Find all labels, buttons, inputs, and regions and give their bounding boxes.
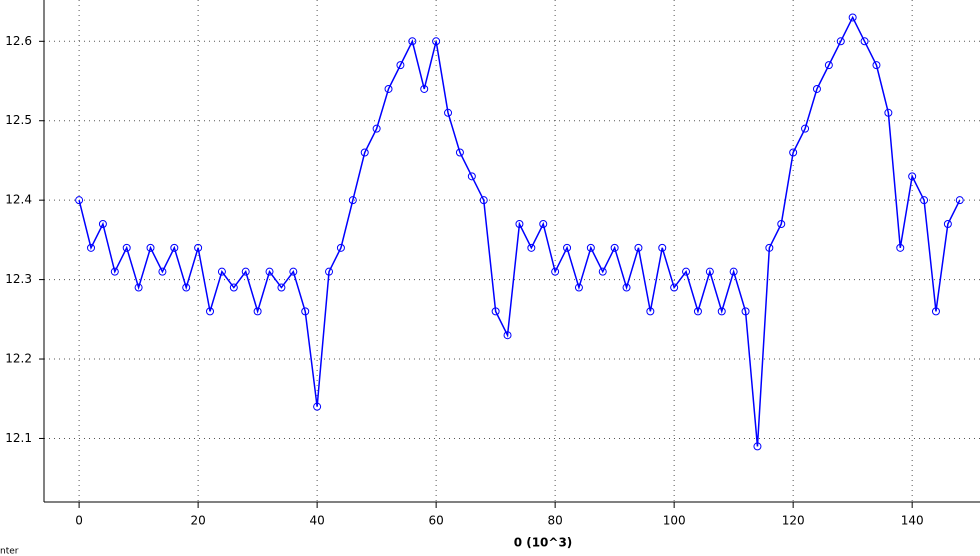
- data-point: [801, 124, 810, 133]
- data-point: [206, 307, 215, 316]
- corner-text: nter: [0, 547, 19, 556]
- data-point: [753, 442, 762, 451]
- x-tick-label: 60: [428, 514, 443, 528]
- data-point: [848, 13, 857, 22]
- data-point: [170, 243, 179, 252]
- data-point: [622, 283, 631, 292]
- data-point: [955, 196, 964, 205]
- data-point: [122, 243, 131, 252]
- x-tick-label: 100: [663, 514, 686, 528]
- data-point: [158, 267, 167, 276]
- data-point: [812, 84, 821, 93]
- x-tick-label: 40: [309, 514, 324, 528]
- data-point: [444, 108, 453, 117]
- y-tick-label: 12.3: [5, 272, 32, 286]
- data-point: [646, 307, 655, 316]
- y-tick-label: 12.6: [5, 34, 32, 48]
- data-point: [884, 108, 893, 117]
- data-point: [836, 37, 845, 46]
- data-point: [265, 267, 274, 276]
- data-point: [539, 219, 548, 228]
- data-point: [824, 61, 833, 70]
- data-point: [253, 307, 262, 316]
- data-point: [789, 148, 798, 157]
- data-point: [479, 196, 488, 205]
- data-point: [943, 219, 952, 228]
- data-point: [896, 243, 905, 252]
- data-point: [563, 243, 572, 252]
- data-point: [670, 283, 679, 292]
- data-point: [110, 267, 119, 276]
- data-point: [384, 84, 393, 93]
- data-point: [336, 243, 345, 252]
- data-point: [420, 84, 429, 93]
- data-point: [920, 196, 929, 205]
- data-point: [586, 243, 595, 252]
- data-point: [527, 243, 536, 252]
- y-tick-label: 12.5: [5, 113, 32, 127]
- data-point: [717, 307, 726, 316]
- x-tick-label: 80: [547, 514, 562, 528]
- data-point: [705, 267, 714, 276]
- data-point: [75, 196, 84, 205]
- data-point: [241, 267, 250, 276]
- data-point: [682, 267, 691, 276]
- data-point: [574, 283, 583, 292]
- data-point: [325, 267, 334, 276]
- data-point: [134, 283, 143, 292]
- x-tick-label: 20: [190, 514, 205, 528]
- x-tick-label: 140: [901, 514, 924, 528]
- data-point: [777, 219, 786, 228]
- data-point: [348, 196, 357, 205]
- x-axis-label: 0 (10^3): [514, 536, 573, 550]
- data-point: [146, 243, 155, 252]
- data-point: [931, 307, 940, 316]
- data-point: [598, 267, 607, 276]
- data-point: [289, 267, 298, 276]
- y-tick-label: 12.4: [5, 193, 32, 207]
- data-point: [87, 243, 96, 252]
- data-point: [217, 267, 226, 276]
- data-point: [908, 172, 917, 181]
- data-point: [551, 267, 560, 276]
- data-point: [98, 219, 107, 228]
- data-point: [634, 243, 643, 252]
- data-point: [765, 243, 774, 252]
- data-point: [658, 243, 667, 252]
- data-point: [610, 243, 619, 252]
- data-point: [372, 124, 381, 133]
- data-point: [515, 219, 524, 228]
- data-point: [491, 307, 500, 316]
- x-tick-label: 120: [782, 514, 805, 528]
- data-point: [467, 172, 476, 181]
- data-point: [396, 61, 405, 70]
- data-point: [860, 37, 869, 46]
- data-point: [277, 283, 286, 292]
- y-tick-label: 12.2: [5, 352, 32, 366]
- data-point: [729, 267, 738, 276]
- data-point: [741, 307, 750, 316]
- data-point: [503, 331, 512, 340]
- data-point: [313, 402, 322, 411]
- data-point: [693, 307, 702, 316]
- data-point: [194, 243, 203, 252]
- data-point: [432, 37, 441, 46]
- data-point: [360, 148, 369, 157]
- x-tick-label: 0: [75, 514, 83, 528]
- data-point: [301, 307, 310, 316]
- data-point: [408, 37, 417, 46]
- data-point: [182, 283, 191, 292]
- y-tick-label: 12.1: [5, 431, 32, 445]
- data-point: [455, 148, 464, 157]
- series-line: [78, 15, 961, 447]
- data-point: [229, 283, 238, 292]
- data-point: [872, 61, 881, 70]
